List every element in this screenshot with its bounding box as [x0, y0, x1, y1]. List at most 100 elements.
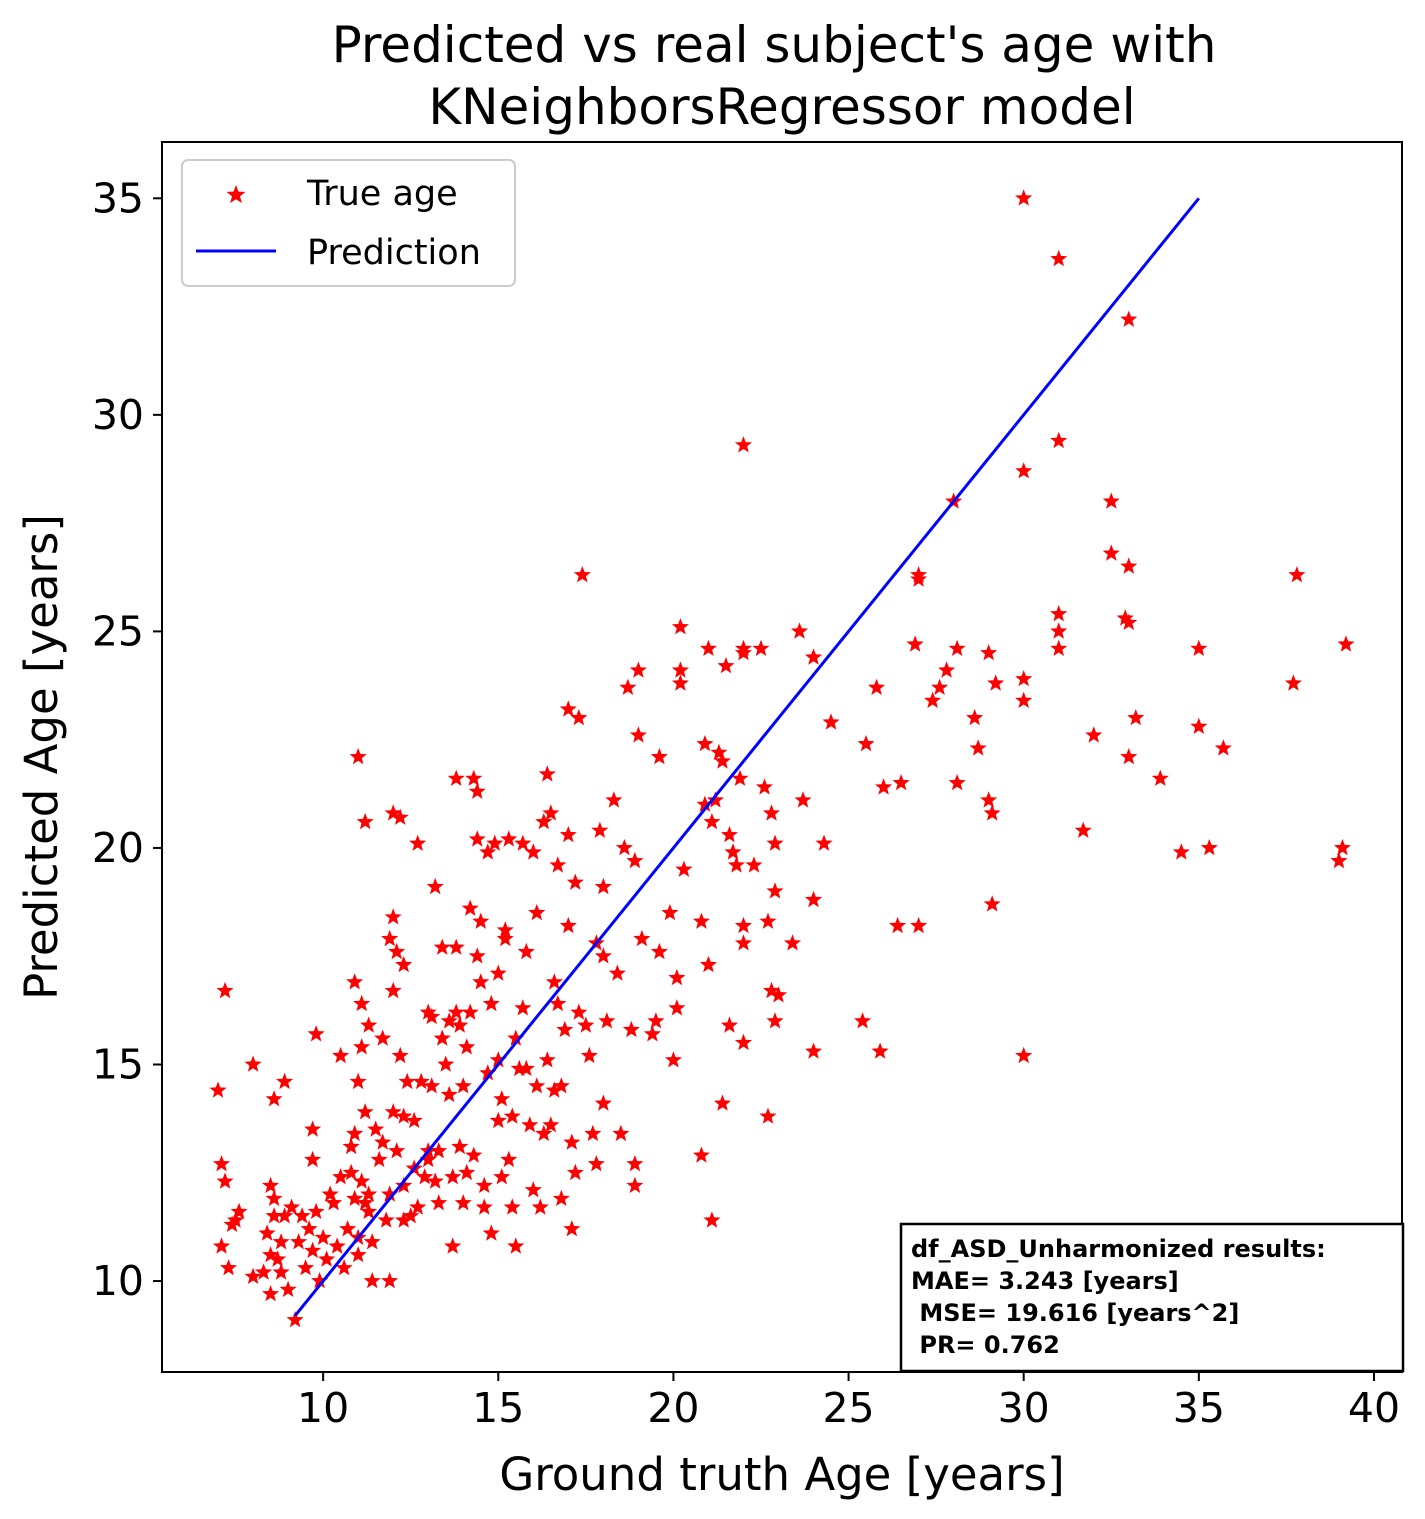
data-point — [360, 1202, 378, 1219]
data-point — [307, 1025, 325, 1042]
data-point — [220, 1259, 238, 1276]
data-point — [612, 1124, 630, 1142]
data-point — [791, 622, 809, 639]
data-point — [283, 1198, 301, 1215]
data-point — [391, 808, 409, 825]
data-point — [626, 1176, 644, 1193]
data-point — [734, 1033, 752, 1051]
data-point — [983, 895, 1001, 912]
data-point — [398, 1072, 416, 1090]
data-point — [356, 813, 374, 830]
data-point — [727, 856, 745, 873]
data-point — [650, 748, 668, 765]
data-point — [545, 973, 563, 990]
data-point — [1120, 557, 1138, 574]
data-point — [419, 1150, 437, 1168]
data-point — [875, 778, 893, 795]
data-point — [1333, 839, 1351, 856]
data-point — [447, 769, 465, 786]
data-point — [391, 1046, 409, 1064]
data-point — [458, 1038, 476, 1055]
data-point — [706, 791, 724, 808]
y-tick-label: 20 — [92, 824, 144, 872]
data-point — [664, 1051, 682, 1068]
data-point — [367, 1120, 385, 1137]
data-point — [622, 1020, 640, 1038]
data-point — [388, 1142, 406, 1159]
data-point — [538, 765, 556, 782]
data-point — [1120, 310, 1138, 327]
data-point — [545, 1081, 563, 1098]
data-point — [734, 639, 752, 656]
data-point — [1337, 635, 1355, 652]
data-point — [496, 929, 514, 947]
data-point — [440, 1012, 458, 1029]
data-point — [332, 1046, 350, 1064]
data-point — [734, 916, 752, 934]
data-point — [356, 1194, 374, 1211]
data-point — [910, 916, 928, 934]
data-point — [304, 1120, 322, 1137]
data-point — [374, 1133, 392, 1150]
x-tick-label: 20 — [647, 1384, 699, 1432]
data-point — [388, 942, 406, 960]
data-point — [265, 1090, 283, 1107]
data-point — [752, 639, 770, 656]
data-point — [314, 1228, 332, 1245]
data-point — [304, 1150, 322, 1168]
data-point — [507, 1029, 525, 1046]
x-tick-label: 40 — [1348, 1384, 1400, 1432]
data-point — [1085, 726, 1103, 743]
data-point — [349, 1246, 367, 1263]
data-point — [769, 986, 788, 1003]
data-point — [447, 938, 465, 955]
data-point — [465, 1146, 483, 1163]
data-point — [244, 1267, 262, 1284]
legend-star-marker — [226, 185, 246, 204]
data-point — [286, 1311, 304, 1328]
data-point — [1015, 462, 1033, 479]
data-point — [405, 1111, 423, 1129]
chart-title-line-2: KNeighborsRegressor model — [428, 78, 1135, 136]
data-point — [395, 1176, 413, 1193]
data-point — [626, 1155, 644, 1172]
data-point — [538, 1051, 556, 1068]
data-point — [535, 1124, 553, 1142]
data-point — [346, 1124, 364, 1142]
data-point — [629, 661, 647, 678]
data-point — [696, 795, 714, 812]
data-point — [279, 1280, 297, 1297]
data-point — [766, 882, 784, 899]
data-point — [353, 1172, 371, 1189]
data-point — [892, 774, 910, 791]
data-point — [1074, 821, 1092, 838]
data-point — [458, 1163, 476, 1181]
data-point — [262, 1246, 280, 1263]
data-point — [500, 830, 518, 847]
data-point — [570, 709, 588, 726]
data-point — [759, 1107, 777, 1124]
data-point — [734, 436, 752, 453]
data-point — [213, 1155, 231, 1172]
data-point — [1102, 544, 1120, 561]
annotation-line-4: PR= 0.762 — [911, 1331, 1060, 1359]
data-point — [924, 691, 942, 708]
data-point — [938, 661, 956, 678]
data-point — [696, 735, 714, 752]
data-point — [265, 1207, 283, 1224]
data-point — [1015, 691, 1033, 708]
data-point — [1050, 431, 1068, 449]
data-point — [566, 1163, 584, 1181]
data-point — [605, 791, 623, 808]
data-point — [409, 1198, 427, 1215]
data-point — [265, 1189, 283, 1206]
data-point — [671, 618, 689, 635]
data-point — [444, 1168, 462, 1185]
data-point — [454, 1194, 472, 1211]
data-point — [1050, 622, 1068, 639]
data-point — [1015, 189, 1033, 206]
scatter-points — [209, 189, 1355, 1328]
data-point — [671, 674, 689, 691]
data-point — [503, 1198, 521, 1215]
data-point — [482, 1224, 500, 1241]
